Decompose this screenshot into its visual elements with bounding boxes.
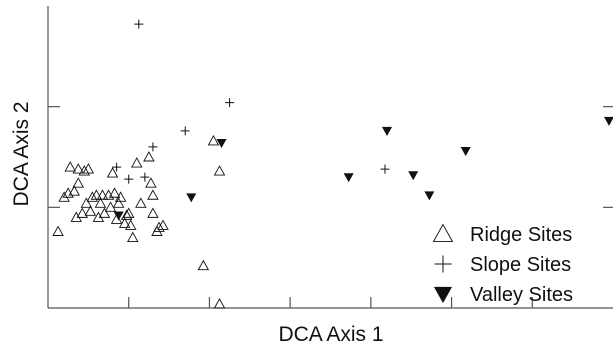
ridge-sites-point	[213, 165, 226, 176]
x-axis-label: DCA Axis 1	[278, 323, 383, 346]
ridge-sites-point	[153, 221, 165, 232]
legend-valley-sites-label: Valley Sites	[470, 284, 573, 306]
ridge-sites-point	[108, 187, 121, 198]
ridge-sites-point	[135, 197, 147, 208]
ridge-sites-point	[92, 211, 105, 222]
valley-sites-point	[343, 173, 354, 183]
ridge-sites-point	[72, 177, 85, 188]
ridge-sites-point	[104, 201, 117, 212]
slope-sites-point	[134, 19, 144, 29]
plot-frame	[47, 6, 613, 309]
ridge-sites-point	[157, 219, 169, 230]
ridge-sites-point	[58, 191, 70, 202]
ridge-sites-point	[98, 207, 111, 218]
ridge-sites-point	[70, 211, 83, 222]
ridge-sites-point	[122, 207, 135, 218]
ridge-sites-point	[96, 189, 109, 200]
ridge-sites-point	[72, 163, 85, 174]
legend-ridge-sites-symbol	[432, 223, 454, 243]
ridge-sites-point	[151, 225, 163, 236]
ridge-sites-point	[84, 205, 97, 216]
ridge-sites-point	[120, 209, 133, 220]
valley-sites-point	[603, 116, 613, 126]
ridge-sites-point	[197, 259, 210, 271]
ridge-sites-point	[145, 177, 157, 188]
slope-sites-point	[180, 126, 190, 136]
ridge-sites-point	[76, 207, 89, 218]
slope-sites-point	[148, 142, 158, 152]
ridge-sites-point	[131, 157, 143, 168]
ridge-sites-point	[143, 151, 155, 162]
ridge-sites-point	[90, 189, 103, 200]
valley-sites-point	[186, 193, 197, 203]
ridge-sites-point	[118, 217, 131, 228]
ridge-sites-point	[64, 161, 76, 172]
slope-sites-point	[225, 98, 235, 108]
ridge-sites-point	[106, 167, 119, 178]
valley-sites-point	[216, 139, 227, 149]
ridge-sites-point	[80, 197, 93, 208]
legend-ridge-sites-label: Ridge Sites	[470, 224, 572, 246]
ridge-sites-point	[78, 165, 91, 176]
ridge-sites-point	[86, 191, 99, 202]
ridge-sites-point	[94, 197, 107, 208]
y-axis-label: DCA Axis 2	[10, 101, 33, 206]
ridge-sites-point	[82, 163, 95, 174]
valley-sites-point	[408, 171, 419, 181]
axis-ticks	[48, 106, 613, 308]
ridge-sites-point	[213, 298, 226, 309]
ridge-sites-point	[112, 197, 125, 208]
valley-sites-point	[381, 126, 393, 136]
legend-valley-sites-symbol	[433, 286, 453, 304]
ridge-sites-point	[147, 189, 159, 200]
legend: Ridge Sites Slope Sites Valley Sites	[432, 223, 573, 306]
ridge-sites-point	[68, 185, 80, 196]
slope-sites-point	[140, 172, 150, 182]
slope-sites-point	[112, 162, 122, 172]
ridge-sites-point	[147, 207, 159, 218]
ridge-sites-point	[126, 231, 139, 242]
valley-sites-point	[113, 211, 124, 221]
slope-sites-point	[380, 164, 390, 174]
legend-slope-sites-label: Slope Sites	[470, 254, 571, 276]
ridge-sites-point	[207, 134, 220, 146]
ridge-sites-point	[124, 219, 137, 230]
ridge-sites-point	[114, 191, 127, 202]
ridge-sites-point	[52, 225, 64, 236]
data-points	[52, 19, 613, 309]
valley-sites-point	[424, 191, 435, 201]
valley-sites-point	[460, 147, 471, 157]
slope-sites-point	[124, 174, 134, 184]
legend-slope-sites-symbol	[434, 255, 452, 273]
